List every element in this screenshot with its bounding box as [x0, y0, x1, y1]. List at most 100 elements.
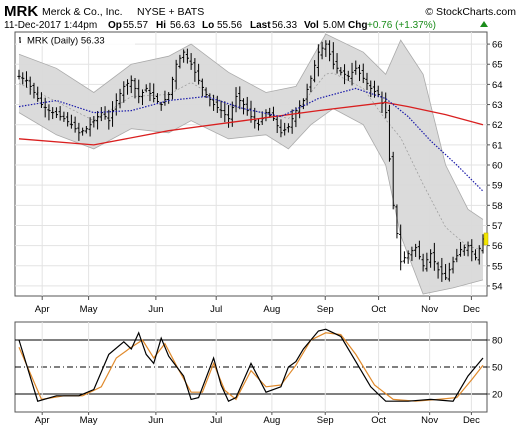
price-bars [17, 40, 485, 282]
stochastic-lines [18, 328, 484, 403]
price-bar [182, 49, 186, 63]
price-bar [36, 86, 40, 102]
y-tick-label: 64 [492, 80, 503, 91]
price-bar [369, 80, 373, 98]
x-tick-label: Nov [421, 304, 438, 315]
price-bar [462, 244, 466, 256]
x-tick-label: Sep [317, 415, 334, 426]
price-bar [286, 123, 291, 133]
x-tick-label: Aug [263, 304, 280, 315]
price-bar [327, 40, 332, 62]
brand-label: © StockCharts.com [425, 6, 516, 18]
price-bar [346, 70, 350, 81]
price-bar [103, 106, 107, 120]
price-bar [223, 101, 227, 123]
price-bar [84, 125, 88, 134]
price-bar [137, 79, 141, 104]
price-bar [395, 204, 399, 239]
price-bar [309, 75, 313, 93]
price-bar [110, 101, 115, 127]
price-bar [107, 109, 111, 130]
price-bar [271, 106, 276, 121]
x-tick-label: Jul [210, 415, 222, 426]
price-bar [279, 119, 283, 138]
price-bar [425, 252, 429, 272]
price-bar [294, 107, 298, 128]
price-bar [440, 257, 444, 282]
legend-text: MRK (Daily) 56.33 [27, 36, 105, 47]
price-bar [473, 249, 478, 261]
price-bar [421, 253, 425, 272]
price-bar [170, 76, 175, 100]
y-tick-label: 55 [492, 261, 503, 272]
y-tick-label: 57 [492, 221, 503, 232]
price-bar [144, 84, 148, 93]
bollinger-band-fill [19, 34, 483, 294]
price-bar [410, 246, 414, 262]
price-bar [305, 83, 309, 106]
price-bar [357, 64, 362, 82]
price-bar [275, 115, 279, 134]
y-tick-label: 61 [492, 140, 503, 151]
stoch-d-line [18, 332, 484, 402]
price-bar [208, 93, 212, 107]
price-time-axis: Apr May Jun Jul Aug Sep Oct Nov Dec [35, 296, 480, 315]
price-bar [256, 118, 261, 131]
price-bar [238, 86, 242, 110]
price-bar [39, 92, 44, 108]
price-bar [477, 245, 481, 265]
price-bar [391, 151, 395, 210]
stochastic-axis: 20 50 80 [487, 336, 503, 401]
price-bar [361, 63, 365, 84]
moving-averages [18, 87, 489, 246]
price-bar [331, 42, 335, 70]
bar-legend-icon [19, 37, 21, 43]
price-bar [69, 114, 73, 129]
hi-label: Hi [156, 20, 166, 31]
y-tick-label: 65 [492, 60, 503, 71]
y-tick-label: 60 [492, 161, 503, 172]
price-bar [32, 82, 36, 99]
chg-value: +0.76 (+1.37%) [367, 20, 436, 31]
price-bar [73, 116, 77, 133]
price-bar [167, 92, 171, 104]
bollinger-mid-line [18, 72, 484, 250]
price-bar [402, 251, 407, 264]
price-bar [339, 67, 343, 76]
x-tick-label: Nov [421, 415, 438, 426]
price-bar [58, 106, 62, 121]
price-bar [118, 88, 122, 109]
y-tick-label: 63 [492, 100, 503, 111]
exchange-label: NYSE + BATS [137, 6, 204, 18]
price-bar [200, 78, 204, 97]
price-bar [62, 111, 66, 122]
price-bar [350, 62, 354, 86]
last-value: 56.33 [272, 20, 297, 31]
price-bar [54, 107, 59, 119]
price-bar [148, 82, 152, 102]
price-bar [174, 59, 178, 90]
date-label: 11-Dec-2017 1:44pm [4, 20, 97, 31]
y-tick-label: 62 [492, 120, 503, 131]
price-bar [159, 101, 163, 111]
price-bar [88, 117, 92, 137]
price-bar [226, 105, 231, 128]
price-bar [43, 97, 47, 118]
x-tick-label: Oct [371, 304, 386, 315]
price-bar [17, 69, 21, 80]
price-bar [81, 127, 85, 136]
stoch-k-line [18, 328, 484, 403]
price-bar [245, 96, 249, 116]
price-bar [189, 53, 193, 70]
x-tick-label: May [80, 415, 98, 426]
hi-value: 56.63 [170, 20, 195, 31]
chart-legend: MRK (Daily) 56.33 [17, 34, 135, 47]
x-tick-label: Jul [210, 304, 222, 315]
price-bar [219, 100, 223, 118]
price-bar [458, 241, 463, 257]
lo-value: 55.56 [217, 20, 242, 31]
vol-value: 5.0M [323, 20, 345, 31]
ma-200-line [18, 101, 484, 146]
price-bar [365, 72, 369, 90]
